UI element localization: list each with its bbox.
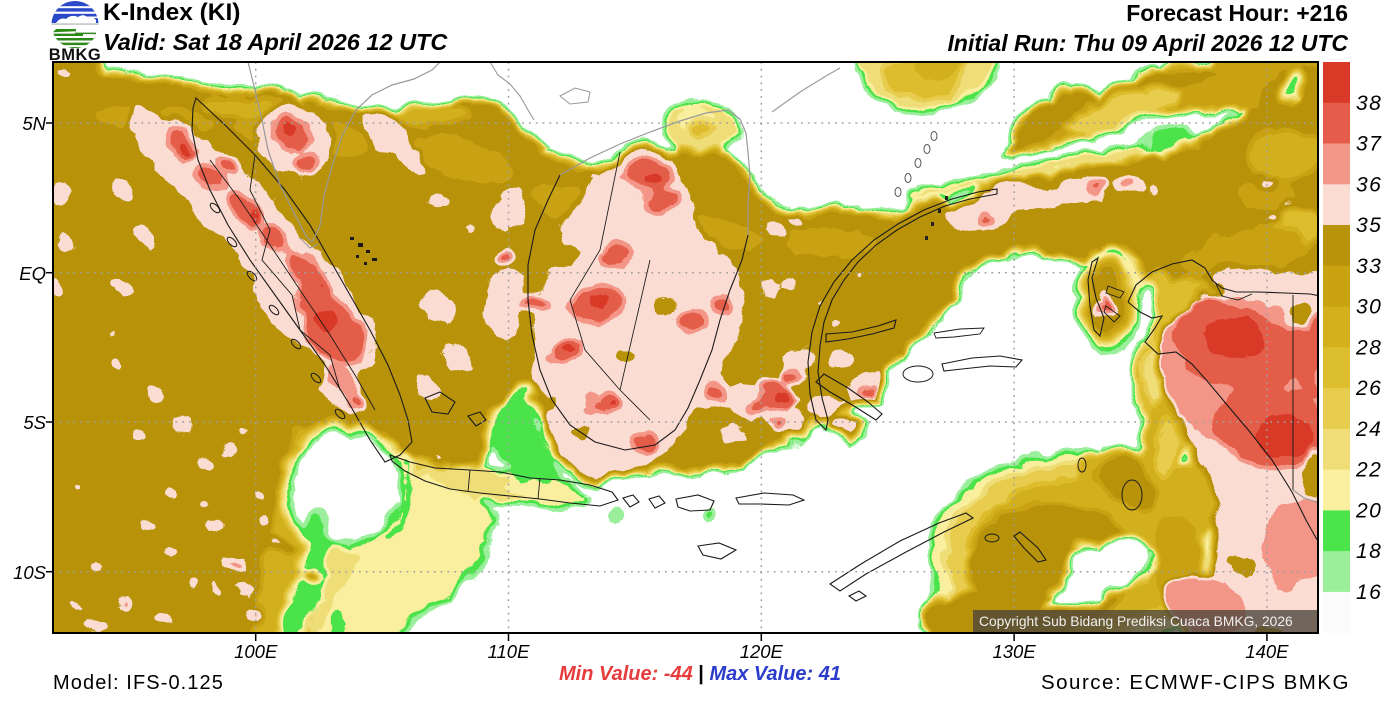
- svg-text:37: 37: [1356, 133, 1382, 156]
- svg-text:35: 35: [1356, 214, 1382, 237]
- svg-text:EQ: EQ: [19, 263, 46, 284]
- svg-text:Model: IFS-0.125: Model: IFS-0.125: [53, 672, 224, 694]
- svg-text:5N: 5N: [22, 113, 46, 134]
- svg-text:5S: 5S: [23, 412, 46, 433]
- svg-text:30: 30: [1356, 296, 1382, 319]
- svg-text:36: 36: [1356, 173, 1382, 196]
- svg-text:100E: 100E: [234, 641, 278, 662]
- svg-text:20: 20: [1355, 499, 1382, 522]
- svg-text:26: 26: [1355, 377, 1382, 400]
- svg-text:33: 33: [1356, 255, 1382, 278]
- svg-text:18: 18: [1356, 540, 1382, 563]
- svg-text:Valid: Sat 18 April 2026 12 UT: Valid: Sat 18 April 2026 12 UTC: [103, 29, 448, 55]
- svg-text:Source: ECMWF-CIPS BMKG: Source: ECMWF-CIPS BMKG: [1041, 671, 1350, 694]
- svg-text:28: 28: [1355, 336, 1382, 359]
- svg-text:110E: 110E: [488, 641, 530, 662]
- svg-text:140E: 140E: [1245, 641, 1289, 662]
- svg-text:16: 16: [1356, 581, 1382, 604]
- svg-text:Min Value: -44 | Max Value: 4: Min Value: -44 | Max Value: 41: [559, 663, 841, 685]
- svg-text:120E: 120E: [740, 641, 784, 662]
- svg-text:10S: 10S: [13, 562, 47, 583]
- svg-text:Forecast Hour: +216: Forecast Hour: +216: [1126, 0, 1348, 26]
- svg-text:Initial Run: Thu 09 April 2026: Initial Run: Thu 09 April 2026 12 UTC: [948, 30, 1349, 56]
- svg-text:22: 22: [1355, 459, 1382, 482]
- svg-text:K-Index (KI): K-Index (KI): [103, 0, 240, 26]
- svg-text:130E: 130E: [992, 641, 1036, 662]
- svg-text:24: 24: [1355, 418, 1382, 441]
- svg-text:38: 38: [1356, 92, 1382, 115]
- svg-text:Copyright Sub Bidang Prediksi: Copyright Sub Bidang Prediksi Cuaca BMKG…: [979, 614, 1293, 629]
- svg-text:BMKG: BMKG: [49, 46, 101, 64]
